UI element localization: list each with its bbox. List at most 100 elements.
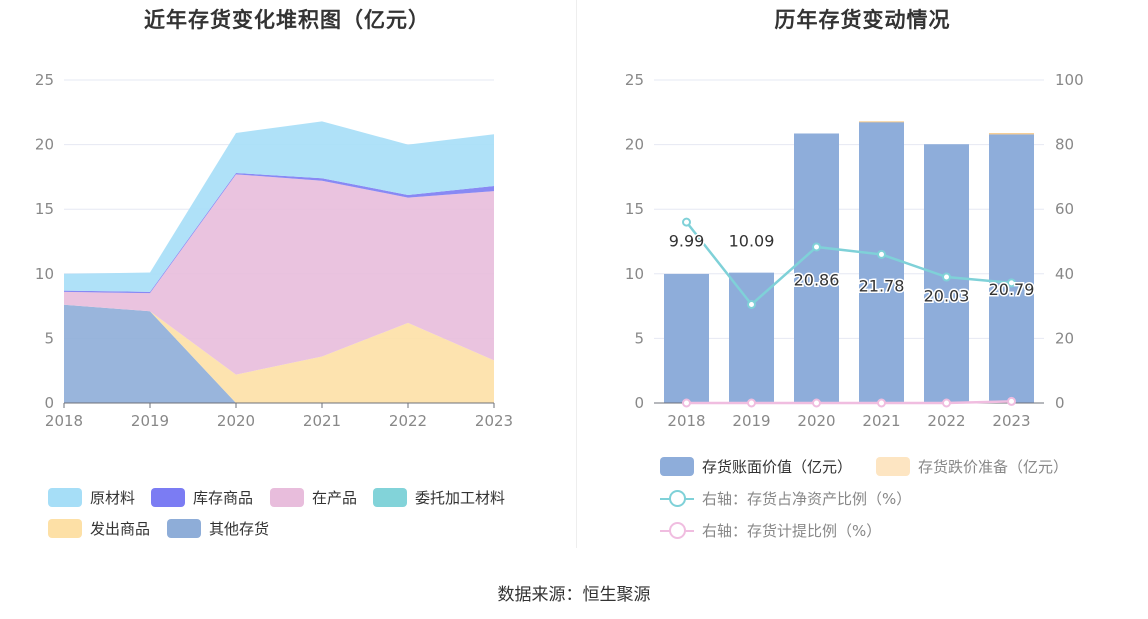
legend-swatch: [270, 488, 304, 507]
provision-ratio-point: [747, 398, 756, 408]
legend-label: 右轴：存货占净资产比例（%）: [702, 490, 912, 508]
legend-label: 其他存货: [209, 520, 270, 538]
legend-label: 在产品: [312, 489, 358, 507]
legend-label: 发出商品: [90, 520, 151, 538]
provision-ratio-line: [686, 400, 1012, 405]
bar-data-label: 20.86: [794, 270, 840, 289]
provision-ratio-point: [682, 398, 691, 408]
provision-ratio-point: [812, 398, 821, 408]
legend-swatch: [48, 488, 82, 507]
y2-tick-label: 0: [1055, 394, 1065, 412]
bar-book-value: [989, 134, 1034, 404]
legend-item-wip[interactable]: 在产品: [270, 487, 357, 508]
bar-line-chart: 0 5 10 15 20 25 0 20 40 60 80 100 2018 2019 2020 2021 20…: [625, 71, 1084, 430]
area-series: [64, 121, 494, 292]
bar-book-value: [859, 121, 904, 403]
legend-line-swatch: [660, 489, 694, 508]
x-tick-label: 2019: [131, 412, 169, 430]
bar-impairment: [989, 133, 1034, 135]
legend-label: 右轴：存货计提比例（%）: [702, 522, 882, 540]
panel-divider: [576, 0, 577, 548]
legend-item-raw-materials[interactable]: 原材料: [48, 487, 135, 508]
bar-line-chart-panel: 历年存货变动情况 0 5 10 15 20 25 0 20 40 60 80 100 2018 2019 2…: [577, 0, 1148, 560]
legend-item-stock-goods[interactable]: 库存商品: [151, 487, 253, 508]
y-tick-label: 0: [634, 394, 644, 412]
legend-swatch: [167, 519, 201, 538]
bar-data-label: 20.03: [924, 286, 970, 305]
legend-label: 存货跌价准备（亿元）: [918, 458, 1069, 476]
inventory-ratio-point: [1007, 278, 1016, 288]
legend-swatch: [373, 488, 407, 507]
legend-item-impairment[interactable]: 存货跌价准备（亿元）: [876, 456, 1068, 477]
bar-book-value: [664, 273, 709, 403]
area-series: [64, 173, 494, 294]
provision-ratio-point: [1007, 396, 1016, 406]
area-series: [64, 304, 494, 403]
y-tick-label: 5: [634, 329, 644, 347]
y-tick-label: 20: [625, 136, 644, 154]
legend-item-shipped-goods[interactable]: 发出商品: [48, 518, 150, 539]
legend-swatch: [151, 488, 185, 507]
bar-book-value: [794, 133, 839, 403]
legend-label: 委托加工材料: [415, 489, 506, 507]
bar-data-label: 10.09: [729, 232, 775, 251]
y-tick-label: 10: [625, 265, 644, 283]
inventory-ratio-point: [747, 299, 756, 309]
x-tick-label: 2023: [992, 412, 1030, 430]
y2-tick-label: 80: [1055, 136, 1074, 154]
legend-item-book-value[interactable]: 存货账面价值（亿元）: [660, 456, 852, 477]
left-chart-title: 近年存货变化堆积图（亿元）: [144, 8, 430, 32]
x-tick-label: 2021: [862, 412, 900, 430]
y-tick-label: 0: [44, 394, 54, 412]
y-tick-label: 25: [35, 71, 54, 89]
x-tick-label: 2021: [303, 412, 341, 430]
y2-tick-label: 60: [1055, 200, 1074, 218]
x-tick-label: 2019: [732, 412, 770, 430]
y-tick-label: 20: [35, 136, 54, 154]
right-chart-title: 历年存货变动情况: [774, 8, 951, 32]
bar-impairment: [859, 121, 904, 123]
inventory-ratio-line: [685, 221, 1012, 307]
legend-swatch: [876, 457, 910, 476]
inventory-ratio-point: [877, 249, 886, 259]
legend-item-inventory-ratio[interactable]: 右轴：存货占净资产比例（%）: [660, 488, 911, 509]
area-series: [64, 174, 494, 375]
legend-line-swatch: [660, 521, 694, 540]
legend-item-other-inventory[interactable]: 其他存货: [167, 518, 269, 539]
inventory-ratio-point: [682, 217, 691, 227]
stacked-area-chart-panel: 近年存货变化堆积图（亿元） 0 5 10 15 20 25 2018 2019 2020 2021…: [0, 0, 574, 560]
legend-item-outsourced[interactable]: 委托加工材料: [373, 487, 505, 508]
x-tick-label: 2023: [475, 412, 513, 430]
x-tick-label: 2018: [45, 412, 83, 430]
bar-data-label: 20.79: [989, 280, 1035, 299]
legend-label: 原材料: [90, 489, 136, 507]
bar-data-label: 9.99: [669, 232, 705, 251]
y-tick-label: 25: [625, 71, 644, 89]
area-series: [64, 304, 494, 403]
legend-swatch: [660, 457, 694, 476]
bar-data-label: 21.78: [859, 277, 905, 296]
y-tick-label: 15: [625, 200, 644, 218]
provision-ratio-point: [877, 398, 886, 408]
x-tick-label: 2020: [797, 412, 835, 430]
bar-book-value: [729, 272, 774, 403]
legend-swatch: [48, 519, 82, 538]
provision-ratio-point: [942, 398, 951, 408]
y2-tick-label: 40: [1055, 265, 1074, 283]
legend-item-provision-ratio[interactable]: 右轴：存货计提比例（%）: [660, 520, 881, 541]
x-tick-label: 2018: [667, 412, 705, 430]
x-tick-label: 2022: [927, 412, 965, 430]
y-tick-label: 10: [35, 265, 54, 283]
stacked-area-chart: 0 5 10 15 20 25 2018 2019 2020 2021 2022 2023: [35, 71, 513, 430]
y2-tick-label: 100: [1055, 71, 1084, 89]
legend-label: 库存商品: [193, 489, 254, 507]
y-tick-label: 5: [44, 329, 54, 347]
inventory-ratio-point: [942, 272, 951, 282]
x-tick-label: 2022: [389, 412, 427, 430]
legend-label: 存货账面价值（亿元）: [702, 458, 853, 476]
y2-tick-label: 20: [1055, 329, 1074, 347]
inventory-ratio-point: [812, 242, 821, 252]
data-source-note: 数据来源：恒生聚源: [497, 585, 651, 605]
x-tick-label: 2020: [217, 412, 255, 430]
y-tick-label: 15: [35, 200, 54, 218]
